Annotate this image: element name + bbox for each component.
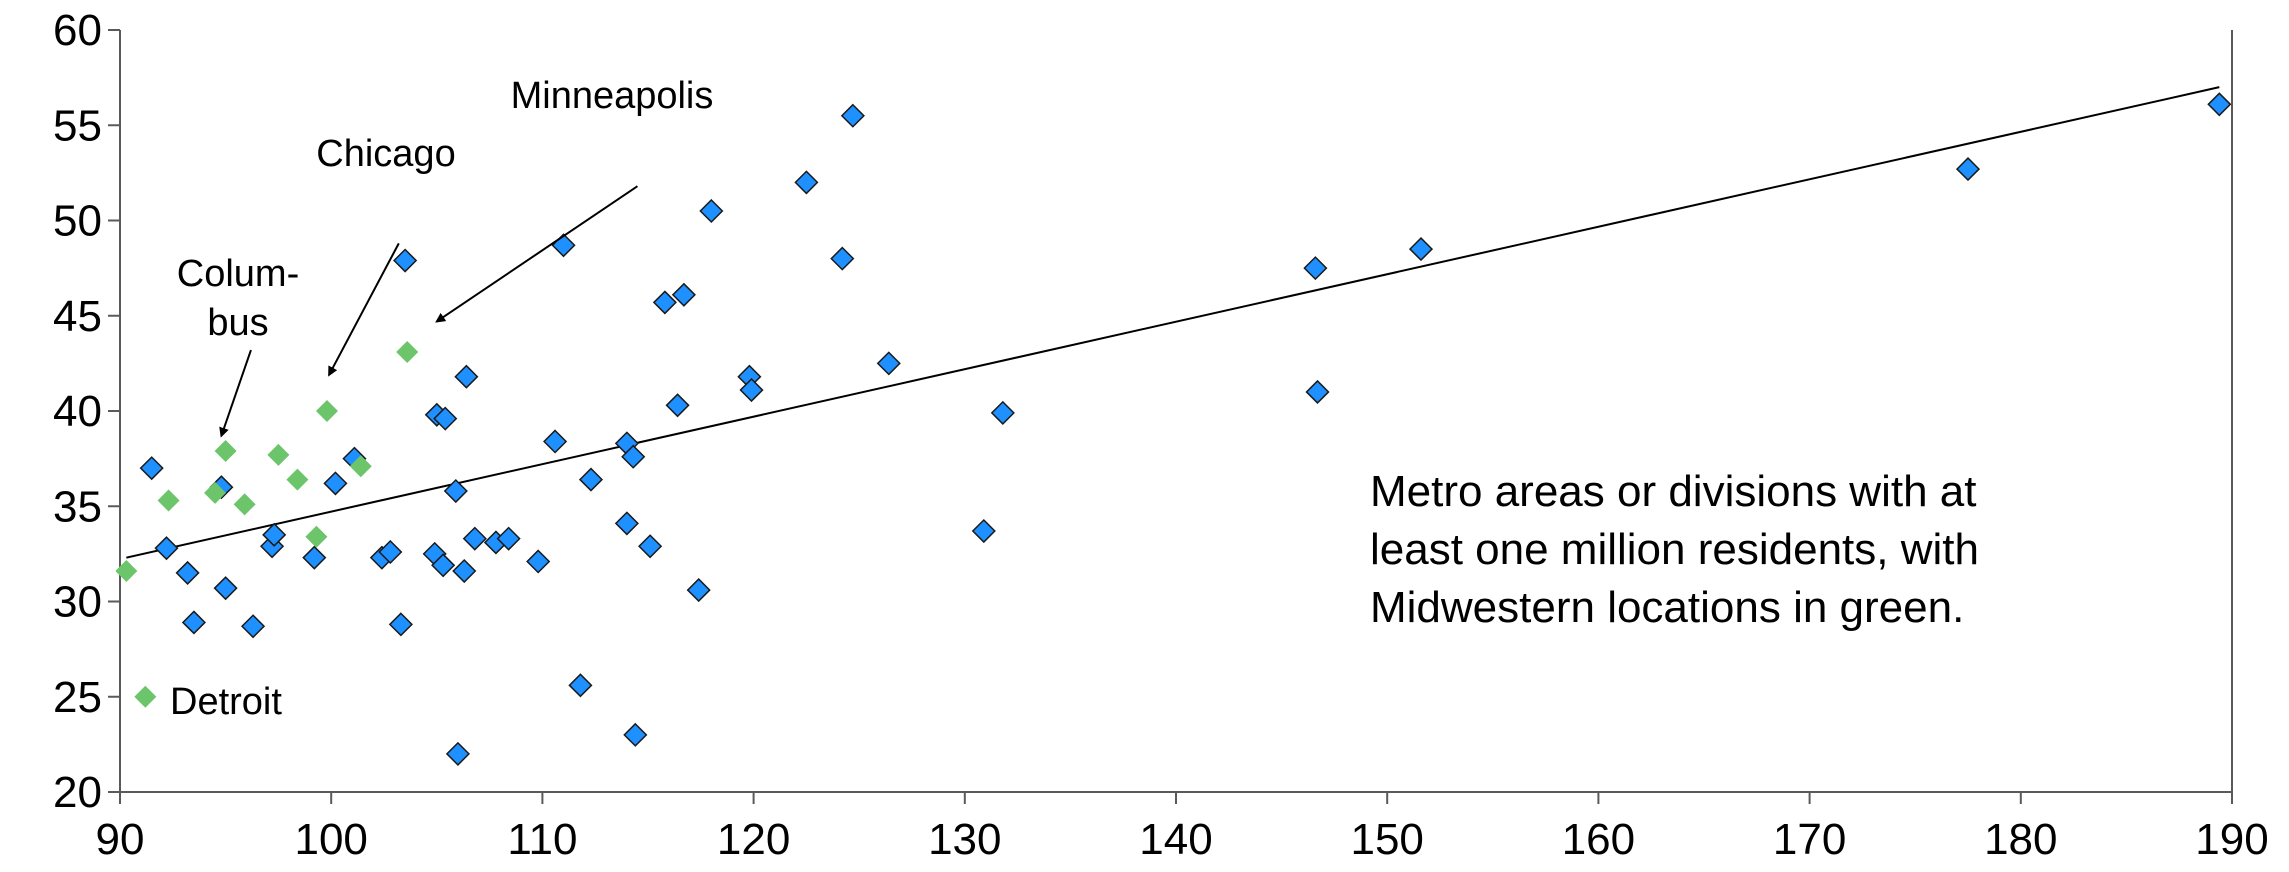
data-point-green bbox=[315, 400, 338, 422]
data-point-blue bbox=[2207, 92, 2232, 117]
data-point-blue bbox=[621, 444, 646, 469]
data-point-blue bbox=[1305, 379, 1330, 405]
y-tick-label: 30 bbox=[53, 578, 102, 627]
x-tick-label: 190 bbox=[2195, 815, 2268, 864]
x-tick-label: 180 bbox=[1984, 815, 2057, 864]
x-tick-label: 130 bbox=[928, 815, 1001, 864]
data-point-blue bbox=[175, 560, 200, 585]
data-point-green bbox=[267, 443, 290, 466]
city-annotations: Minneapolis Chicago Colum- bus Detroit bbox=[170, 75, 713, 723]
x-tick-label: 150 bbox=[1350, 815, 1423, 864]
data-point-blue bbox=[388, 612, 413, 637]
data-point-blue bbox=[462, 526, 487, 551]
data-point-blue bbox=[452, 558, 477, 584]
note-line-1: Metro areas or divisions with at bbox=[1370, 467, 1976, 516]
data-point-blue bbox=[971, 518, 996, 544]
data-point-blue bbox=[443, 478, 468, 504]
arrow-chicago bbox=[328, 242, 400, 377]
data-point-blue bbox=[614, 511, 639, 536]
data-point-blue bbox=[181, 610, 206, 635]
data-point-blue bbox=[578, 467, 604, 492]
y-tick-label: 45 bbox=[53, 292, 102, 341]
data-point-blue bbox=[154, 536, 179, 561]
data-point-blue bbox=[686, 578, 711, 603]
data-point-blue bbox=[302, 545, 327, 570]
data-point-blue bbox=[213, 576, 238, 601]
data-point-blue bbox=[445, 741, 470, 766]
data-point-blue bbox=[1955, 157, 1981, 182]
y-tick-label: 40 bbox=[53, 387, 102, 436]
annotation-columbus-line1: Colum- bbox=[177, 253, 299, 295]
data-point-blue bbox=[623, 722, 648, 747]
annotation-arrows bbox=[219, 185, 638, 438]
data-point-blue bbox=[433, 406, 458, 431]
data-point-blue bbox=[568, 673, 593, 698]
data-point-blue bbox=[739, 377, 764, 403]
data-point-blue bbox=[496, 526, 521, 551]
data-point-blue bbox=[526, 549, 551, 574]
x-tick-label: 110 bbox=[507, 815, 577, 864]
note-line-2: least one million residents, with bbox=[1370, 525, 1979, 574]
data-point-blue bbox=[671, 282, 696, 307]
data-point-blue bbox=[393, 248, 418, 273]
data-point-green bbox=[233, 493, 256, 516]
y-tick-label: 35 bbox=[53, 482, 102, 531]
x-tick-label: 90 bbox=[96, 815, 145, 864]
data-point-blue bbox=[543, 429, 568, 454]
trendline bbox=[126, 86, 2220, 559]
data-point-blue bbox=[840, 103, 865, 128]
y-tick-label: 60 bbox=[53, 6, 102, 55]
data-point-green bbox=[286, 468, 309, 491]
data-point-blue bbox=[378, 539, 403, 565]
data-point-blue bbox=[1408, 237, 1434, 262]
data-point-blue bbox=[990, 400, 1015, 425]
data-point-blue bbox=[794, 170, 819, 195]
data-point-blue bbox=[876, 351, 901, 376]
annotation-columbus-line2: bus bbox=[207, 302, 268, 344]
x-tick-label: 170 bbox=[1773, 815, 1846, 864]
x-tick-label: 120 bbox=[717, 815, 790, 864]
trendline-group bbox=[126, 86, 2220, 559]
y-tick-label: 25 bbox=[53, 673, 102, 722]
x-tick-label: 100 bbox=[294, 815, 367, 864]
x-axis-ticks: 90 100 110 120 130 140 150 160 170 180 190 bbox=[96, 792, 2269, 864]
data-point-blue bbox=[431, 553, 456, 578]
data-point-green bbox=[115, 560, 138, 583]
data-point-blue bbox=[830, 246, 855, 271]
data-point-blue bbox=[454, 364, 479, 389]
annotation-detroit: Detroit bbox=[170, 681, 282, 723]
data-point-blue bbox=[262, 522, 287, 547]
data-points bbox=[115, 92, 2232, 766]
data-point-blue bbox=[652, 290, 677, 315]
annotation-chicago: Chicago bbox=[316, 133, 455, 175]
chart-note: Metro areas or divisions with at least o… bbox=[1370, 467, 1979, 632]
data-point-blue bbox=[638, 534, 663, 559]
data-point-blue bbox=[551, 233, 576, 258]
data-point-blue bbox=[1303, 256, 1328, 281]
data-point-blue bbox=[665, 393, 690, 418]
annotation-minneapolis: Minneapolis bbox=[511, 75, 714, 117]
x-tick-label: 140 bbox=[1139, 815, 1212, 864]
data-point-blue bbox=[323, 471, 348, 496]
data-point-blue bbox=[699, 198, 724, 224]
y-axis-ticks: 20 25 30 35 40 45 50 55 60 bbox=[53, 6, 120, 817]
data-point-blue bbox=[240, 614, 266, 639]
note-line-3: Midwestern locations in green. bbox=[1370, 583, 1964, 632]
data-point-green bbox=[349, 455, 372, 478]
y-tick-label: 20 bbox=[53, 768, 102, 817]
data-point-green bbox=[204, 481, 227, 504]
data-point-blue bbox=[139, 456, 164, 481]
data-point-green bbox=[214, 440, 237, 463]
data-point-green bbox=[134, 685, 157, 708]
data-point-green bbox=[396, 340, 419, 363]
data-point-green bbox=[305, 525, 328, 548]
x-tick-label: 160 bbox=[1562, 815, 1635, 864]
y-tick-label: 55 bbox=[53, 101, 102, 150]
arrow-minneapolis bbox=[435, 185, 638, 323]
y-tick-label: 50 bbox=[53, 197, 102, 246]
arrow-columbus bbox=[219, 349, 252, 438]
data-point-green bbox=[157, 489, 180, 512]
